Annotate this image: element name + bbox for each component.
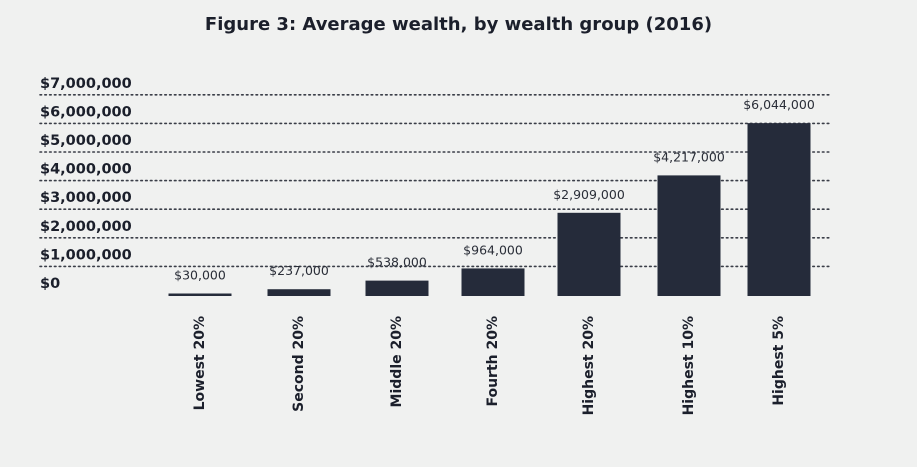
x-tick-label: Lowest 20% xyxy=(192,316,208,410)
data-label: $538,000 xyxy=(367,255,427,270)
x-axis-tick-labels: Lowest 20% Second 20% Middle 20% Fourth 20%… xyxy=(192,316,787,415)
y-axis-tick-labels: $0 $1,000,000 $2,000,000 $3,000,000 $4,000,0… xyxy=(40,76,132,292)
x-tick-label: Highest 10% xyxy=(681,316,697,415)
y-tick-label: $3,000,000 xyxy=(40,190,132,206)
x-tick-label: Middle 20% xyxy=(389,316,405,407)
y-tick-label: $7,000,000 xyxy=(40,76,132,92)
chart-title: Figure 3: Average wealth, by wealth grou… xyxy=(204,14,713,35)
y-tick-label: $1,000,000 xyxy=(40,247,132,263)
y-tick-label: $2,000,000 xyxy=(40,219,132,235)
x-tick-label: Highest 5% xyxy=(771,316,787,406)
x-tick-label: Fourth 20% xyxy=(485,316,501,407)
bar xyxy=(461,268,525,296)
x-tick-label: Highest 20% xyxy=(581,316,597,415)
data-label: $237,000 xyxy=(269,263,329,278)
data-label: $964,000 xyxy=(463,242,523,257)
data-label: $6,044,000 xyxy=(743,97,815,112)
data-label: $2,909,000 xyxy=(553,187,625,202)
y-tick-label: $4,000,000 xyxy=(40,162,132,178)
y-tick-label: $6,000,000 xyxy=(40,104,132,120)
data-label: $30,000 xyxy=(174,268,226,283)
bar xyxy=(747,123,811,296)
bar xyxy=(657,175,721,296)
data-label: $4,217,000 xyxy=(653,149,725,164)
bar xyxy=(557,212,621,296)
bar xyxy=(168,293,232,296)
x-tick-label: Second 20% xyxy=(291,316,307,412)
bars xyxy=(168,123,811,296)
y-tick-label: $0 xyxy=(40,276,60,292)
data-labels: $30,000 $237,000 $538,000 $964,000 $2,909,00… xyxy=(174,97,815,282)
y-tick-label: $5,000,000 xyxy=(40,133,132,149)
bar xyxy=(365,280,429,296)
bar xyxy=(267,289,331,296)
